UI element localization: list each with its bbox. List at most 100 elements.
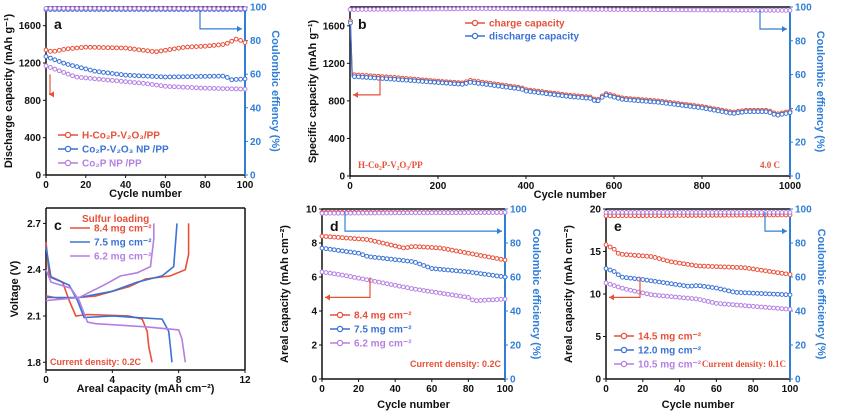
data-point — [502, 296, 508, 302]
data-point — [543, 91, 549, 97]
data-point — [644, 277, 650, 283]
data-point — [727, 110, 733, 116]
legend-item: 14.5 mg cm⁻² — [614, 332, 702, 343]
data-point — [714, 285, 719, 291]
data-point — [319, 210, 325, 216]
data-point — [611, 283, 617, 288]
y-tick-label: 0 — [339, 172, 345, 183]
data-point — [70, 5, 75, 11]
data-point — [413, 260, 418, 265]
legend-item: H-Co₂P-V₂O₃/PP — [58, 131, 160, 142]
x-tick-label: 12 — [239, 375, 251, 386]
data-point — [632, 210, 638, 215]
data-point — [726, 301, 732, 307]
data-point — [502, 257, 508, 263]
x-axis-label: Cycle number — [109, 188, 182, 200]
data-point — [644, 291, 650, 297]
data-point — [351, 7, 357, 12]
data-point — [693, 263, 699, 269]
data-point — [211, 73, 217, 79]
data-point — [132, 6, 137, 11]
data-point — [714, 300, 719, 306]
data-point — [145, 48, 151, 54]
data-point — [359, 7, 365, 12]
data-point — [595, 7, 601, 12]
data-point — [758, 267, 764, 273]
data-point — [413, 210, 418, 216]
data-point — [368, 237, 374, 243]
data-point — [145, 81, 151, 87]
data-point — [233, 6, 239, 12]
data-point — [527, 89, 533, 94]
data-point — [707, 7, 713, 13]
data-point — [494, 210, 500, 215]
data-point — [503, 6, 509, 12]
y-tick-label: 20 — [590, 205, 602, 216]
legend-item: 12.0 mg cm⁻² — [614, 346, 702, 357]
data-point — [149, 73, 155, 79]
data-point — [453, 210, 459, 216]
data-point — [677, 295, 682, 300]
data-point — [384, 210, 390, 216]
data-point — [392, 257, 398, 263]
data-point — [563, 6, 569, 12]
x-tick-label: 20 — [80, 180, 92, 191]
data-point — [693, 210, 699, 215]
x-tick-label: 8 — [176, 375, 182, 386]
data-point — [571, 94, 577, 100]
data-point — [127, 6, 133, 11]
data-point — [396, 244, 402, 250]
data-point — [779, 306, 785, 312]
y-tick-label: 2.7 — [27, 219, 41, 230]
data-point — [220, 86, 226, 92]
data-point — [163, 47, 168, 53]
data-point — [587, 6, 593, 12]
data-point — [689, 296, 695, 301]
data-point — [727, 7, 733, 13]
data-point — [615, 95, 621, 101]
data-point — [198, 6, 204, 12]
y2-tick-label: 100 — [795, 3, 812, 14]
y2-tick-label: 0 — [510, 375, 516, 386]
data-point — [685, 295, 691, 301]
legend-label: 6.2 mg cm⁻² — [354, 339, 412, 350]
data-point — [211, 86, 217, 91]
data-point — [474, 298, 479, 304]
data-point — [391, 76, 397, 82]
data-point — [375, 6, 381, 12]
data-point — [220, 42, 226, 47]
arrow-head-icon — [49, 91, 54, 98]
data-point — [467, 79, 473, 85]
data-point — [123, 72, 128, 78]
legend-marker — [336, 339, 344, 347]
y-tick-label: 15 — [590, 247, 602, 258]
data-point — [109, 45, 115, 51]
data-point — [722, 301, 727, 307]
data-point — [491, 83, 497, 88]
data-point — [709, 285, 715, 290]
data-point — [368, 75, 373, 81]
data-point — [140, 47, 146, 53]
arrow-head-icon — [782, 228, 787, 235]
data-point — [771, 111, 777, 117]
x-tick-label: 400 — [518, 181, 535, 192]
data-point — [687, 7, 693, 13]
data-point — [344, 273, 349, 279]
data-point — [635, 98, 641, 104]
data-point — [511, 85, 517, 91]
data-point — [775, 270, 781, 276]
data-point — [61, 60, 67, 66]
data-point — [242, 86, 248, 92]
data-point — [664, 280, 670, 286]
data-point — [453, 268, 459, 274]
data-point — [360, 210, 366, 216]
y-axis-label: Discharge capacity (mAh g⁻¹) — [3, 13, 15, 168]
data-point — [56, 59, 62, 64]
data-point — [487, 6, 493, 12]
legend-marker — [471, 19, 479, 27]
data-point — [415, 78, 421, 84]
panel-label: e — [614, 218, 622, 234]
data-point — [547, 6, 553, 12]
data-point — [65, 46, 71, 52]
